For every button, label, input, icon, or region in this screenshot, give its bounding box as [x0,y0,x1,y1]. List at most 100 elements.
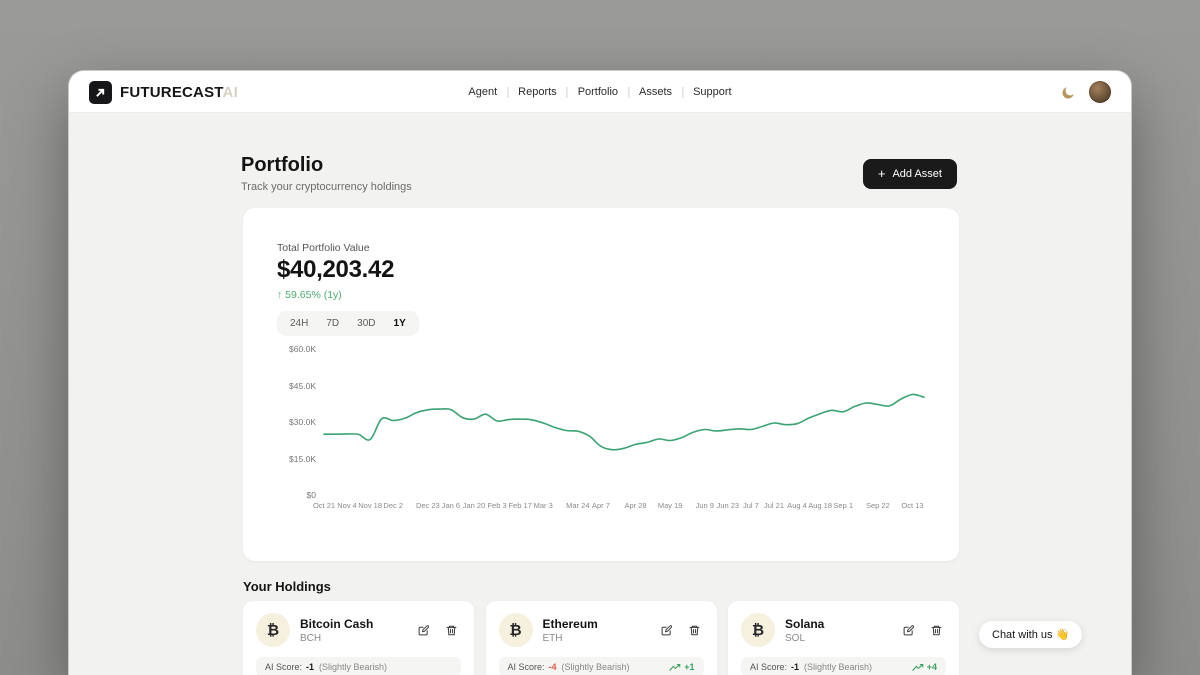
y-axis-tick: $45.0K [289,380,316,391]
x-axis-tick: Mar 3 [533,501,553,510]
trending-up-icon [669,663,681,671]
brand-name: FUTURECASTAI [120,83,238,101]
asset-icon: ₿ [256,613,290,647]
x-axis-tick: Sep 1 [833,501,854,510]
nav-item-agent[interactable]: Agent [468,86,498,98]
x-axis-tick: Apr 7 [591,501,610,510]
ai-score-value: -1 [306,662,315,672]
nav-separator [507,86,509,98]
moon-icon [1062,86,1074,99]
add-asset-label: Add Asset [892,168,942,180]
total-value: $40,203.42 [277,256,395,283]
delete-asset-icon[interactable] [688,624,701,637]
nav-separator [682,86,684,98]
range-button-7d[interactable]: 7D [317,314,348,333]
x-axis-tick: Jul 21 [763,501,785,510]
ai-score-pill: AI Score: -1 (Slightly Bearish) +4 [741,657,946,675]
app-window: FUTURECASTAI Agent Reports Portfolio Assets… [68,70,1132,675]
asset-symbol: SOL [785,632,806,644]
x-axis-tick: Mar 24 [566,501,590,510]
user-avatar[interactable] [1089,81,1111,103]
page-subtitle: Track your cryptocurrency holdings [241,181,412,193]
ai-score-value: -4 [548,662,557,672]
time-range-toggle: 24H 7D 30D 1Y [277,311,419,336]
edit-asset-icon[interactable] [660,624,673,637]
delete-asset-icon[interactable] [445,624,458,637]
plus-icon: + [877,166,886,181]
delete-asset-icon[interactable] [930,624,943,637]
x-axis-tick: Nov 4 [337,501,357,510]
x-axis-tick: Jan 20 [462,501,486,510]
chat-with-us-pill[interactable]: Chat with us 👋 [979,621,1083,648]
total-value-label: Total Portfolio Value [277,242,370,254]
nav-separator [628,86,630,98]
x-axis-tick: Jan 6 [441,501,461,510]
x-axis-tick: Nov 18 [358,501,383,510]
chat-label: Chat with us 👋 [992,629,1070,641]
asset-name: Bitcoin Cash [300,616,374,631]
holdings-heading: Your Holdings [243,579,331,594]
holding-card-top: ₿ Bitcoin Cash BCH [256,613,461,647]
asset-name: Ethereum [542,616,598,631]
x-axis-tick: Feb 3 [487,501,507,510]
asset-symbol: BCH [300,632,322,644]
asset-symbol: ETH [542,632,563,644]
x-axis-tick: Jun 9 [695,501,714,510]
x-axis-tick: Feb 17 [508,501,532,510]
holding-card-top: ₿ Ethereum ETH [498,613,704,647]
holdings-list: ₿ Bitcoin Cash BCH AI Score: -1 (Slightl… [243,601,959,675]
topbar-right [1061,71,1131,113]
score-delta-badge: +1 [669,662,695,672]
brand-logo[interactable]: FUTURECASTAI [89,71,238,113]
y-axis-tick: $15.0K [289,453,316,464]
range-button-24h[interactable]: 24H [281,314,317,333]
holding-card: ₿ Solana SOL AI Score: -1 (Slightly Bear… [728,601,959,675]
arrow-up-right-logo-icon [89,80,112,104]
x-axis-tick: Jun 23 [716,501,740,510]
ai-score-label: AI Score: [507,662,545,672]
holding-card: ₿ Ethereum ETH AI Score: -4 (Slightly Be… [485,601,717,675]
ai-score-pill: AI Score: -4 (Slightly Bearish) +1 [498,657,704,675]
ai-score-sentiment: (Slightly Bearish) [319,662,388,672]
range-button-1y[interactable]: 1Y [385,314,415,333]
x-axis-tick: Apr 28 [624,501,647,510]
asset-icon: ₿ [741,613,775,647]
x-axis-tick: Oct 21 [312,501,336,510]
x-axis-tick: Oct 13 [901,501,924,510]
trending-up-icon [912,663,924,671]
ai-score-label: AI Score: [750,662,788,672]
brand-suffix: AI [222,83,238,101]
range-button-30d[interactable]: 30D [348,314,384,333]
nav-separator [566,86,568,98]
holding-card: ₿ Bitcoin Cash BCH AI Score: -1 (Slightl… [243,601,474,675]
x-axis-tick: Aug 4 [787,501,807,510]
x-axis-tick: Jul 7 [743,501,759,510]
x-axis-tick: May 19 [657,501,683,510]
ai-score-pill: AI Score: -1 (Slightly Bearish) [256,657,461,675]
main-nav: Agent Reports Portfolio Assets Support [458,71,741,113]
edit-asset-icon[interactable] [902,624,915,637]
nav-item-reports[interactable]: Reports [518,86,557,98]
y-axis-tick: $0 [306,490,316,500]
page-header: Portfolio Track your cryptocurrency hold… [241,154,412,193]
portfolio-value-card: Total Portfolio Value $40,203.42 ↑ 59.65… [243,208,959,561]
nav-item-portfolio[interactable]: Portfolio [577,86,619,98]
edit-asset-icon[interactable] [417,624,430,637]
x-axis-tick: Dec 23 [415,501,440,510]
value-change: ↑ 59.65% (1y) [277,289,342,301]
x-axis-tick: Dec 2 [383,501,404,510]
ai-score-sentiment: (Slightly Bearish) [804,662,873,672]
ai-score-value: -1 [791,662,800,672]
top-navigation-bar: FUTURECASTAI Agent Reports Portfolio Assets… [69,71,1131,113]
x-axis-tick: Aug 18 [808,501,833,510]
asset-icon: ₿ [498,613,533,647]
nav-item-support[interactable]: Support [693,86,732,98]
y-axis-tick: $60.0K [289,344,316,354]
x-axis-tick: Sep 22 [865,501,890,510]
portfolio-line-chart [323,393,925,451]
add-asset-button[interactable]: + Add Asset [862,159,957,189]
ai-score-label: AI Score: [265,662,303,672]
nav-item-assets[interactable]: Assets [639,86,673,98]
ai-score-sentiment: (Slightly Bearish) [561,662,630,672]
dark-mode-toggle[interactable] [1061,85,1076,100]
